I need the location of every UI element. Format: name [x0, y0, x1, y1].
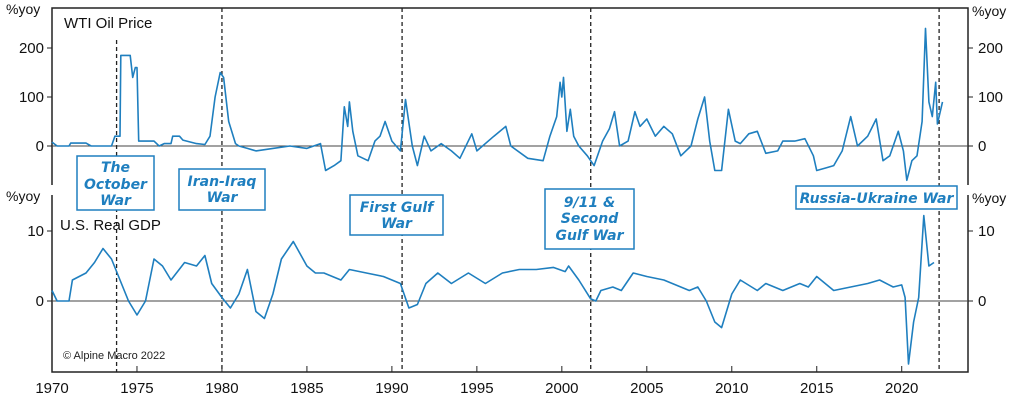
gdp-left-tick-label: 10 [27, 223, 44, 240]
x-tick-label: 1990 [375, 380, 408, 397]
left-axis-gap [50, 185, 54, 195]
gdp-left-tick-label: 0 [36, 293, 44, 310]
event-label: The [101, 160, 130, 176]
gdp-line [51, 214, 935, 365]
gdp-right-tick-label: 0 [978, 293, 986, 310]
event-label: Russia-Ukraine War [800, 191, 955, 207]
x-tick-label: 2015 [800, 380, 833, 397]
oil-left-tick-label: 200 [19, 40, 44, 57]
oil-right-tick-label: 200 [978, 40, 1003, 57]
gdp-right-unit: %yoy [972, 190, 1006, 206]
event-label: War [207, 190, 239, 206]
event-label-box [76, 155, 155, 211]
event-label-box [544, 188, 635, 250]
event-label-box [178, 168, 266, 211]
oil-price-line [51, 27, 944, 182]
event-label: Iran-Iraq [188, 174, 257, 190]
oil-panel-title: WTI Oil Price [64, 15, 152, 32]
gdp-right-tick-label: 10 [978, 223, 995, 240]
event-label: Gulf War [555, 228, 624, 244]
oil-right-tick-label: 0 [978, 138, 986, 155]
event-label: 9/11 & [564, 195, 615, 211]
x-tick-label: 2005 [630, 380, 663, 397]
x-tick-label: 1980 [205, 380, 238, 397]
x-tick-label: 2000 [545, 380, 578, 397]
oil-left-tick-label: 0 [36, 138, 44, 155]
x-tick-label: 1985 [290, 380, 323, 397]
x-tick-label: 1970 [35, 380, 68, 397]
oil-right-unit: %yoy [972, 3, 1006, 19]
x-tick-label: 2020 [885, 380, 918, 397]
copyright: © Alpine Macro 2022 [63, 350, 165, 362]
event-label: October [84, 177, 148, 193]
event-label: War [100, 193, 132, 209]
x-tick-label: 1995 [460, 380, 493, 397]
event-label-box [349, 194, 444, 236]
x-tick-label: 2010 [715, 380, 748, 397]
event-label: War [381, 216, 413, 232]
event-label: First Gulf [360, 200, 435, 216]
gdp-left-unit: %yoy [6, 188, 40, 204]
x-tick-label: 1975 [120, 380, 153, 397]
gdp-panel-title: U.S. Real GDP [60, 217, 161, 234]
oil-right-tick-label: 100 [978, 89, 1003, 106]
event-label-box [795, 185, 958, 210]
oil-left-unit: %yoy [6, 1, 40, 17]
event-label: Second [561, 211, 619, 227]
oil-left-tick-label: 100 [19, 89, 44, 106]
right-axis-gap [966, 185, 970, 195]
